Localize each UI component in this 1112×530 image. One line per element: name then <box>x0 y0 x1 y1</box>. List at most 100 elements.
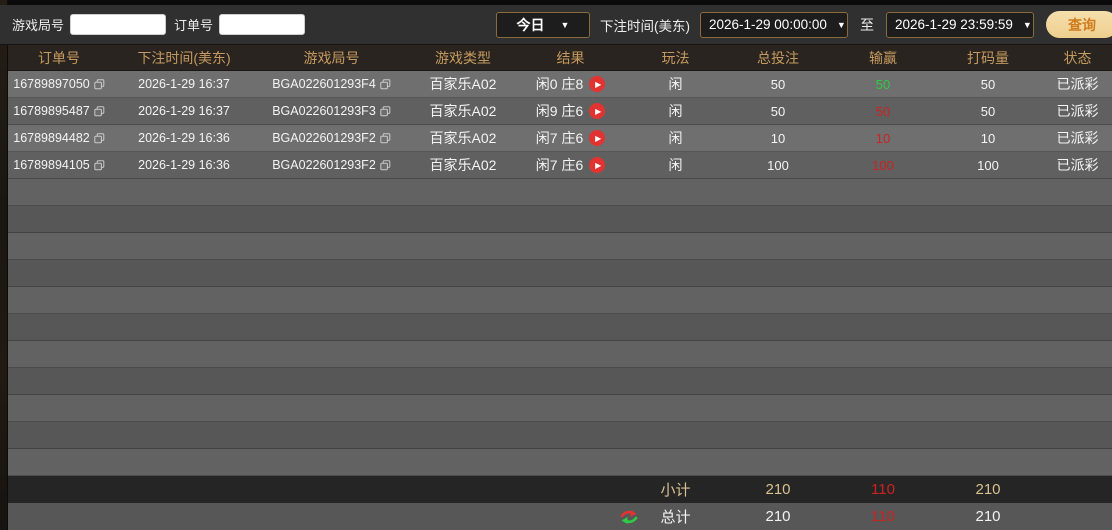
bet-time-value: 2026-1-29 16:37 <box>138 77 230 91</box>
chevron-down-icon: ▼ <box>560 19 570 30</box>
bet-time-label: 下注时间(美东) <box>600 18 690 34</box>
table-header: 订单号 下注时间(美东) 游戏局号 游戏类型 结果 玩法 总投注 输赢 打码量 状态 <box>0 45 1112 71</box>
copy-icon[interactable] <box>380 78 391 90</box>
chevron-down-icon: ▼ <box>1022 19 1032 30</box>
column-header: 下注时间(美东) <box>137 49 231 66</box>
win-lose-value: 50 <box>875 76 891 92</box>
turnover-value: 10 <box>980 130 996 146</box>
result-value: 闲9 庄6 <box>535 103 584 119</box>
copy-icon[interactable] <box>94 159 105 171</box>
date-to-value: 2026-1-29 23:59:59 <box>895 17 1013 32</box>
status-value: 已派彩 <box>1056 130 1099 146</box>
replay-play-icon[interactable]: ▶ <box>589 130 606 146</box>
total-row: 总计 210 110 210 <box>0 503 1112 530</box>
column-header: 打码量 <box>967 49 1009 66</box>
column-header: 订单号 <box>38 49 80 66</box>
chevron-down-icon: ▼ <box>836 19 846 30</box>
total-total-bet: 210 <box>765 508 791 525</box>
order-no-value: 16789895487 <box>13 104 90 118</box>
game-round-label: 游戏局号 <box>12 18 65 33</box>
copy-icon[interactable] <box>94 78 105 90</box>
column-header: 玩法 <box>661 49 690 66</box>
query-button[interactable]: 查询 <box>1046 11 1112 38</box>
round-no-value: BGA022601293F2 <box>272 131 376 145</box>
column-header: 总投注 <box>757 49 799 66</box>
result-value: 闲0 庄8 <box>535 76 584 92</box>
bet-time-value: 2026-1-29 16:37 <box>138 104 230 118</box>
turnover-value: 100 <box>977 157 999 173</box>
total-bet-value: 100 <box>767 157 789 173</box>
date-from-value: 2026-1-29 00:00:00 <box>709 17 827 32</box>
column-header: 输赢 <box>869 49 897 66</box>
replay-play-icon[interactable]: ▶ <box>589 103 606 119</box>
total-bet-value: 50 <box>770 76 786 92</box>
table-body: 16789897050 2026-1-29 16:37 BGA022601293… <box>0 71 1112 476</box>
subtotal-win-lose: 110 <box>871 481 895 498</box>
copy-icon[interactable] <box>380 159 391 171</box>
top-edge <box>0 0 1112 5</box>
empty-row <box>0 260 1112 287</box>
round-no-value: BGA022601293F3 <box>272 104 376 118</box>
table-row: 16789894482 2026-1-29 16:36 BGA022601293… <box>0 125 1112 152</box>
to-label: 至 <box>860 16 874 33</box>
table-row: 16789895487 2026-1-29 16:37 BGA022601293… <box>0 98 1112 125</box>
order-no-value: 16789894105 <box>13 158 90 172</box>
subtotal-row: 小计 210 110 210 <box>0 476 1112 503</box>
table-row: 16789897050 2026-1-29 16:37 BGA022601293… <box>0 71 1112 98</box>
order-no-value: 16789897050 <box>13 77 90 91</box>
copy-icon[interactable] <box>94 132 105 144</box>
column-header: 状态 <box>1063 49 1092 66</box>
table-row: 16789894105 2026-1-29 16:36 BGA022601293… <box>0 152 1112 179</box>
empty-row <box>0 179 1112 206</box>
total-bet-value: 50 <box>770 103 786 119</box>
order-no-input[interactable] <box>219 14 306 35</box>
turnover-value: 50 <box>980 103 996 119</box>
date-range-select[interactable]: 今日 ▼ <box>496 11 590 38</box>
win-lose-value: 100 <box>872 157 894 173</box>
order-no-label: 订单号 <box>174 18 214 33</box>
game-round-input[interactable] <box>70 14 167 35</box>
exchange-icon[interactable] <box>620 509 638 525</box>
total-win-lose: 110 <box>871 508 895 525</box>
subtotal-total-bet: 210 <box>765 481 791 498</box>
game-type-value: 百家乐A02 <box>429 103 497 119</box>
win-lose-value: 10 <box>875 130 891 146</box>
total-turnover: 210 <box>975 508 1001 525</box>
status-value: 已派彩 <box>1056 76 1099 92</box>
turnover-value: 50 <box>980 76 996 92</box>
empty-row <box>0 422 1112 449</box>
status-value: 已派彩 <box>1056 157 1099 173</box>
empty-row <box>0 368 1112 395</box>
game-type-value: 百家乐A02 <box>429 157 497 173</box>
empty-row <box>0 206 1112 233</box>
date-from-picker[interactable]: 2026-1-29 00:00:00 ▼ <box>700 11 848 38</box>
play-type-value: 闲 <box>668 76 683 92</box>
result-value: 闲7 庄6 <box>535 157 584 173</box>
total-label: 总计 <box>660 509 691 526</box>
order-no-value: 16789894482 <box>13 131 90 145</box>
empty-row <box>0 287 1112 314</box>
bet-time-value: 2026-1-29 16:36 <box>138 158 230 172</box>
copy-icon[interactable] <box>380 105 391 117</box>
column-header: 游戏局号 <box>303 49 360 66</box>
replay-play-icon[interactable]: ▶ <box>589 76 606 92</box>
filter-toolbar: 游戏局号 订单号 今日 ▼ 下注时间(美东) 2026-1-29 00:00:0… <box>0 5 1112 45</box>
column-header: 结果 <box>556 49 585 66</box>
empty-row <box>0 395 1112 422</box>
replay-play-icon[interactable]: ▶ <box>589 157 606 173</box>
game-type-value: 百家乐A02 <box>429 76 497 92</box>
play-type-value: 闲 <box>668 130 683 146</box>
copy-icon[interactable] <box>94 105 105 117</box>
round-no-value: BGA022601293F4 <box>272 77 376 91</box>
date-to-picker[interactable]: 2026-1-29 23:59:59 ▼ <box>886 11 1034 38</box>
status-value: 已派彩 <box>1056 103 1099 119</box>
bet-time-value: 2026-1-29 16:36 <box>138 131 230 145</box>
subtotal-label: 小计 <box>660 482 691 499</box>
column-header: 游戏类型 <box>435 49 491 66</box>
total-bet-value: 10 <box>770 130 786 146</box>
copy-icon[interactable] <box>380 132 391 144</box>
game-type-value: 百家乐A02 <box>429 130 497 146</box>
round-no-value: BGA022601293F2 <box>272 158 376 172</box>
empty-row <box>0 233 1112 260</box>
